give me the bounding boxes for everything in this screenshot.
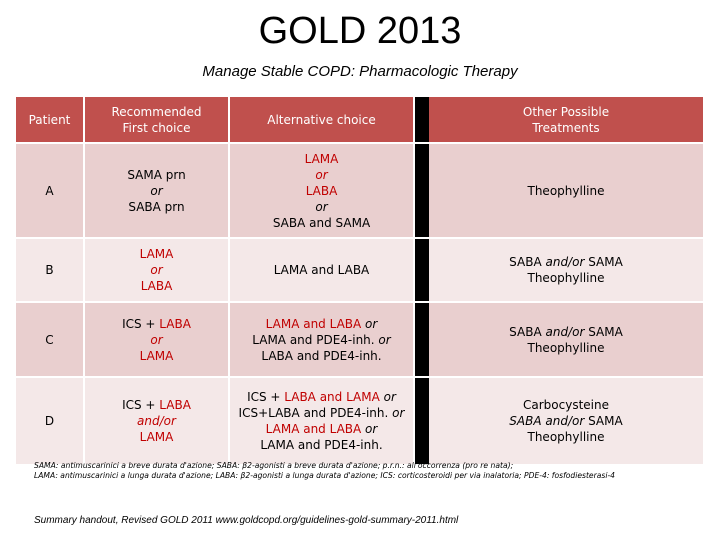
patient-cell: B (16, 237, 85, 302)
other-cell: Theophylline (429, 142, 705, 238)
other-cell: Carbocysteine SABA and/or SAMA Theophyll… (429, 376, 705, 464)
table-row: D ICS + LABA and/or LAMA ICS + LABA and … (16, 376, 705, 464)
patient-cell: A (16, 142, 85, 238)
table-row: A SAMA prn or SABA prn LAMA or LABA or S… (16, 142, 705, 238)
source-citation: Summary handout, Revised GOLD 2011 www.g… (34, 515, 459, 526)
abbreviations-footnote: SAMA: antimuscarinici a breve durata d'a… (34, 461, 714, 481)
header-alternative: Alternative choice (229, 97, 415, 143)
patient-cell: C (16, 301, 85, 377)
patient-cell: D (16, 376, 85, 464)
table-header-row: Patient Recommended First choice Alternat… (16, 97, 705, 143)
footnote-line: SAMA: antimuscarinici a breve durata d'a… (34, 461, 514, 470)
column-separator (414, 97, 429, 143)
table-row: B LAMA or LABA LAMA and LABA SABA and/or… (16, 237, 705, 302)
alternative-cell: LAMA and LABA or LAMA and PDE4-inh. or L… (229, 301, 415, 377)
column-separator (414, 237, 429, 302)
first-choice-cell: LAMA or LABA (84, 237, 230, 302)
alternative-cell: LAMA or LABA or SABA and SAMA (229, 142, 415, 238)
other-cell: SABA and/or SAMA Theophylline (429, 301, 705, 377)
column-separator (414, 301, 429, 377)
alternative-cell: LAMA and LABA (229, 237, 415, 302)
column-separator (414, 142, 429, 238)
first-choice-cell: ICS + LABA or LAMA (84, 301, 230, 377)
alternative-cell: ICS + LABA and LAMA or ICS+LABA and PDE4… (229, 376, 415, 464)
first-choice-cell: SAMA prn or SABA prn (84, 142, 230, 238)
page-subtitle: Manage Stable COPD: Pharmacologic Therap… (202, 63, 518, 80)
header-first-choice: Recommended First choice (84, 97, 230, 143)
column-separator (414, 376, 429, 464)
first-choice-cell: ICS + LABA and/or LAMA (84, 376, 230, 464)
page-title: GOLD 2013 (258, 10, 462, 52)
therapy-table: Patient Recommended First choice Alternat… (16, 97, 705, 464)
table-row: C ICS + LABA or LAMA LAMA and LABA or LA… (16, 301, 705, 377)
footnote-line: LAMA: antimuscarinici a lunga durata d'a… (34, 471, 616, 480)
header-other: Other Possible Treatments (429, 97, 705, 143)
other-cell: SABA and/or SAMA Theophylline (429, 237, 705, 302)
header-patient: Patient (16, 97, 85, 143)
